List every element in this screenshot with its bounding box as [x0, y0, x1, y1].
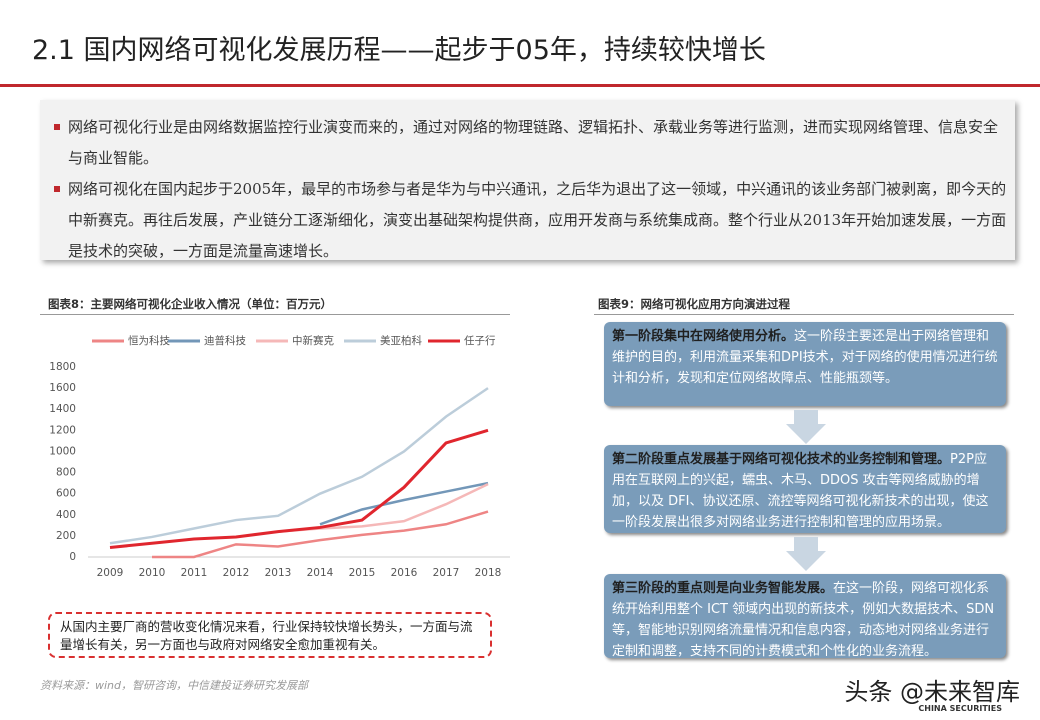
- caption-rule: [594, 314, 1014, 315]
- logo: CHINA SECURITIES: [918, 704, 1002, 713]
- title-rule: [0, 84, 1040, 87]
- stage-box: 第一阶段集中在网络使用分析。这一阶段主要还是出于网络管理和维护的目的，利用流量采…: [604, 322, 1006, 406]
- stage-lead: 第一阶段集中在网络使用分析。: [612, 329, 795, 344]
- legend-label: 中新赛克: [292, 334, 334, 347]
- y-tick-label: 1400: [49, 403, 76, 415]
- x-tick-label: 2010: [139, 567, 166, 579]
- diagram-caption: 图表9：网络可视化应用方向演进过程: [598, 297, 790, 311]
- watermark: 头条 @未来智库: [844, 678, 1020, 706]
- x-tick-label: 2013: [265, 567, 292, 579]
- x-tick-label: 2014: [307, 567, 334, 579]
- x-tick-label: 2015: [349, 567, 376, 579]
- y-tick-label: 800: [56, 467, 76, 479]
- x-tick-label: 2018: [475, 567, 502, 579]
- stage-text: P2P应用在互联网上的兴起，蠕虫、木马、DDOS 攻击等网络威胁的增加，以及 D…: [612, 452, 989, 530]
- chart: 0 200 400 600 800 1000 1200 1400 1600 1800 2009 201…: [49, 334, 510, 579]
- caption-rule: [40, 314, 510, 315]
- legend-label: 迪普科技: [204, 334, 246, 347]
- arrow: [786, 537, 826, 571]
- series-line: [152, 510, 489, 559]
- stage-text: 在这一阶段，网络可视化系统开始利用整个 ICT 领域内出现的新技术，例如大数据技…: [612, 581, 995, 659]
- stage-lead: 第二阶段重点发展基于网络可视化技术的业务控制和管理。: [612, 452, 951, 467]
- source: 资料来源：wind，智研咨询，中信建投证券研究发展部: [40, 679, 309, 692]
- x-tick-label: 2016: [391, 567, 418, 579]
- y-tick-label: 600: [56, 488, 76, 500]
- series-line: [277, 483, 489, 533]
- x-tick-label: 2011: [181, 567, 208, 579]
- y-tick-label: 1000: [49, 445, 76, 457]
- y-tick-label: 1600: [49, 382, 76, 394]
- y-tick-label: 1800: [49, 361, 76, 373]
- series-line: [109, 387, 489, 545]
- x-tick-label: 2009: [97, 567, 124, 579]
- stage-lead: 第三阶段的重点则是向业务智能发展。: [612, 581, 834, 596]
- arrow: [786, 410, 826, 444]
- y-tick-label: 1200: [49, 424, 76, 436]
- stage-box: 第三阶段的重点则是向业务智能发展。在这一阶段，网络可视化系统开始利用整个 ICT…: [604, 574, 1006, 659]
- chart-caption: 图表8：主要网络可视化企业收入情况（单位：百万元）: [48, 297, 332, 311]
- series-line: [319, 481, 489, 526]
- x-tick-label: 2012: [223, 567, 250, 579]
- x-tick-label: 2017: [433, 567, 460, 579]
- y-tick-label: 0: [69, 551, 76, 563]
- legend-label: 任子行: [464, 334, 496, 347]
- stage-box: 第二阶段重点发展基于网络可视化技术的业务控制和管理。P2P应用在互联网上的兴起，…: [604, 445, 1006, 533]
- bullet-box: 网络可视化行业是由网络数据监控行业演变而来的，通过对网络的物理链路、逻辑拓扑、承…: [40, 100, 1015, 260]
- y-tick-label: 400: [56, 509, 76, 521]
- note-box: 从国内主要厂商的营收变化情况来看，行业保持较快增长势头，一方面与流量增长有关，另…: [48, 612, 492, 658]
- bullet: 网络可视化行业是由网络数据监控行业演变而来的，通过对网络的物理链路、逻辑拓扑、承…: [54, 112, 1008, 174]
- page-title: 2.1 国内网络可视化发展历程——起步于05年，持续较快增长: [32, 35, 766, 66]
- y-tick-label: 200: [56, 530, 76, 542]
- stage-text: 这一阶段主要还是出于网络管理和维护的目的，利用流量采集和DPI技术，对于网络的使…: [612, 329, 998, 386]
- legend-label: 美亚柏科: [380, 334, 422, 347]
- legend-label: 恒为科技: [128, 334, 170, 347]
- series-line: [109, 428, 489, 549]
- bullet: 网络可视化在国内起步于2005年，最早的市场参与者是华为与中兴通讯，之后华为退出…: [54, 174, 1008, 267]
